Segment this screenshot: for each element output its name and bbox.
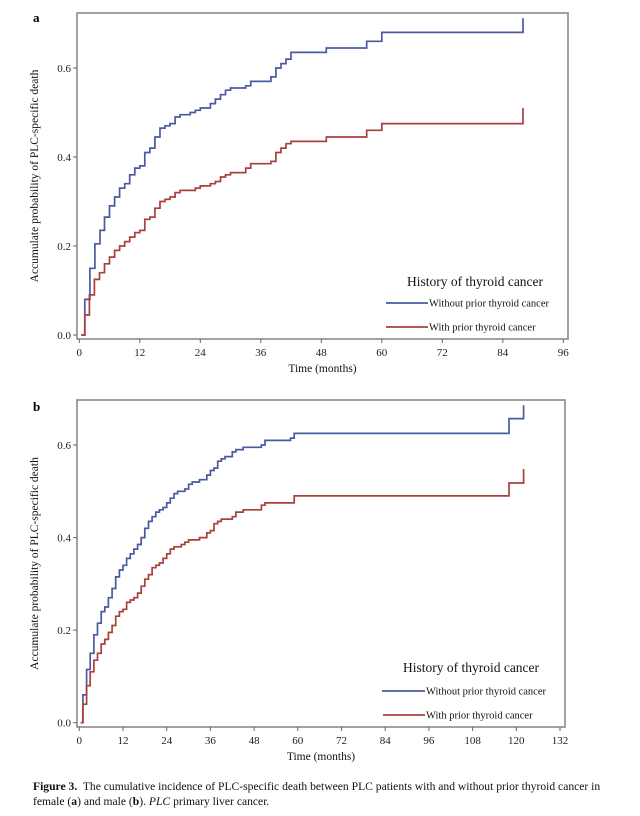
x-tick-label: 36: [205, 735, 217, 747]
legend-title: History of thyroid cancer: [403, 660, 540, 675]
figure-caption: Figure 3. The cumulative incidence of PL…: [33, 779, 633, 809]
caption-text: ).: [139, 795, 149, 808]
x-tick-label: 0: [77, 347, 83, 359]
x-tick-label: 60: [292, 735, 304, 747]
x-tick-label: 0: [77, 735, 83, 747]
y-axis-label: Accumulate probability of PLC-specific d…: [29, 69, 41, 282]
legend-item-label: With prior thyroid cancer: [426, 711, 533, 722]
x-tick-label: 120: [508, 735, 525, 747]
panel-label: b: [33, 399, 40, 414]
legend: History of thyroid cancer Without prior t…: [386, 274, 549, 334]
caption-panel-b: b: [132, 795, 140, 808]
caption-text: primary liver cancer.: [170, 795, 270, 808]
x-tick-label: 84: [380, 735, 392, 747]
y-tick-label: 0.6: [57, 63, 71, 75]
legend-item-label: Without prior thyroid cancer: [429, 299, 549, 310]
x-tick-label: 48: [249, 735, 261, 747]
series-line-with-prior: [81, 108, 524, 336]
x-tick-label: 24: [195, 347, 207, 359]
x-tick-label: 96: [423, 735, 435, 747]
x-tick-label: 96: [558, 347, 570, 359]
y-tick-label: 0.2: [57, 241, 71, 253]
x-axis-label: Time (months): [288, 363, 356, 375]
x-tick-label: 132: [552, 735, 569, 747]
caption-abbr: PLC: [148, 795, 171, 808]
panel-label: a: [33, 10, 40, 25]
series-line-without-prior: [81, 18, 524, 336]
x-tick-label: 84: [497, 347, 509, 359]
x-tick-label: 12: [118, 735, 129, 747]
legend-item-label: Without prior thyroid cancer: [426, 687, 546, 698]
x-tick-label: 72: [437, 347, 448, 359]
chart-panel-b: b 0 12 24 36 48 60 72 84 96 108 120 132 0.0 0.2 0.4 0.6 T…: [29, 399, 568, 763]
caption-text: The cumulative incidence of PLC-specific…: [33, 780, 601, 808]
x-tick-label: 36: [255, 347, 267, 359]
x-tick-label: 24: [161, 735, 173, 747]
x-axis-label: Time (months): [287, 751, 355, 763]
caption-text: ) and male (: [77, 795, 133, 808]
legend-title: History of thyroid cancer: [407, 274, 544, 289]
x-tick-label: 48: [316, 347, 328, 359]
y-tick-label: 0.0: [57, 718, 71, 730]
x-tick-label: 72: [336, 735, 347, 747]
caption-label: Figure 3.: [33, 780, 78, 793]
plot-frame: [76, 12, 569, 340]
y-tick-label: 0.0: [57, 330, 71, 342]
series-line-with-prior: [80, 469, 525, 724]
y-tick-label: 0.4: [57, 152, 71, 164]
x-tick-label: 60: [376, 347, 388, 359]
legend-item-label: With prior thyroid cancer: [429, 323, 536, 334]
x-tick-label: 12: [134, 347, 145, 359]
y-tick-label: 0.6: [57, 440, 71, 452]
chart-panel-a: a 0 12 24 36 48 60 72 84 96 0.0 0.2 0.4 0.6 Time (mont…: [29, 10, 569, 375]
y-tick-label: 0.2: [57, 625, 71, 637]
legend: History of thyroid cancer Without prior t…: [382, 660, 546, 722]
y-tick-label: 0.4: [57, 533, 71, 545]
series-line-without-prior: [80, 405, 525, 724]
caption-panel-a: a: [71, 795, 78, 808]
plot-frame: [76, 399, 566, 728]
y-axis-label: Accumulate probability of PLC-specific d…: [29, 457, 41, 670]
x-tick-label: 108: [464, 735, 481, 747]
